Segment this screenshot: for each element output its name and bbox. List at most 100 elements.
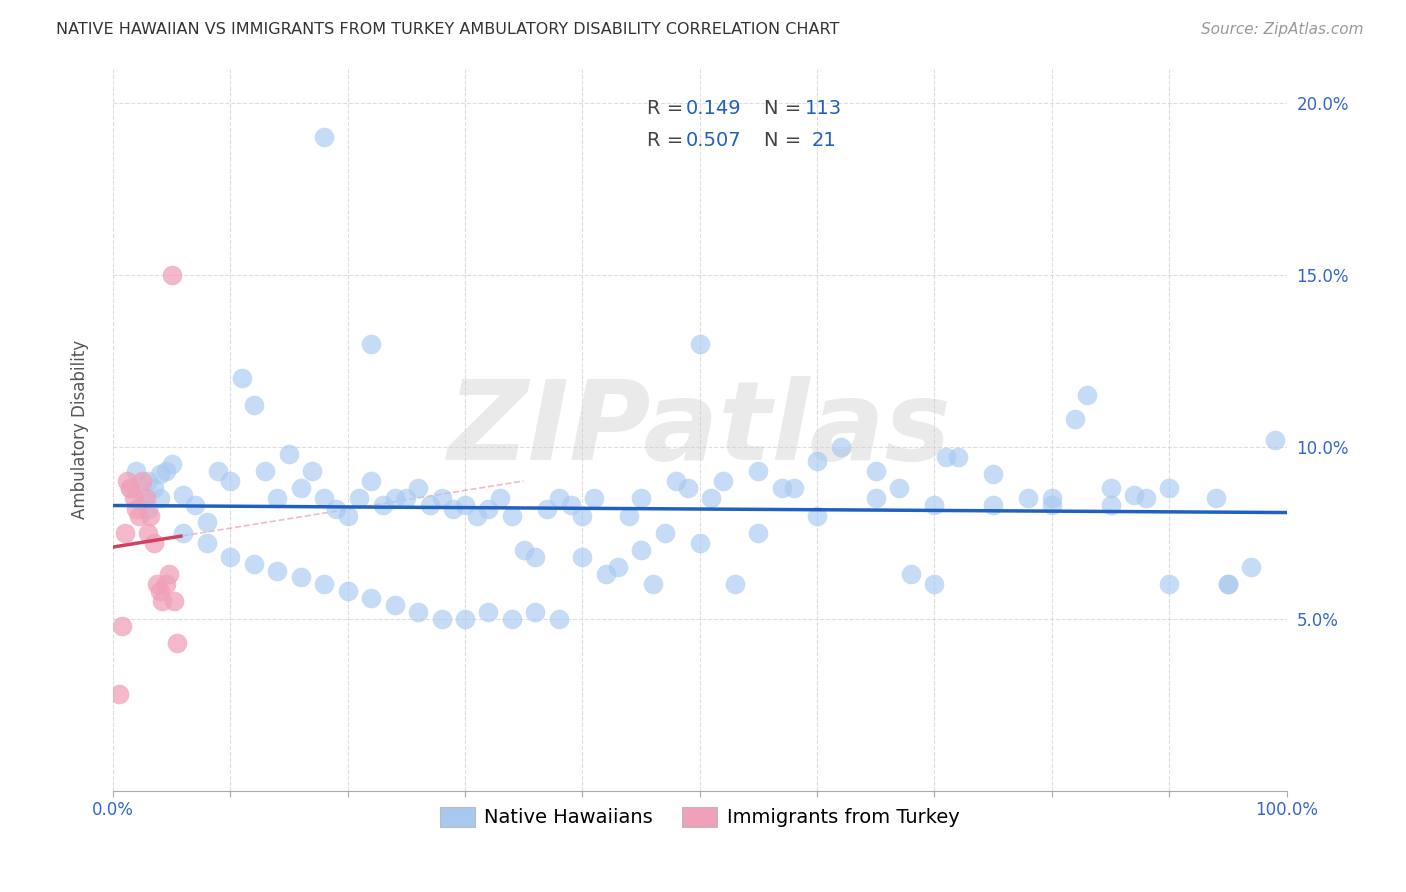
- Point: [1216, 577, 1239, 591]
- Point: [641, 577, 664, 591]
- Point: [242, 557, 264, 571]
- Point: [371, 498, 394, 512]
- Point: [142, 536, 165, 550]
- Point: [489, 491, 512, 506]
- Point: [747, 525, 769, 540]
- Point: [1064, 412, 1087, 426]
- Point: [501, 612, 523, 626]
- Point: [700, 491, 723, 506]
- Point: [524, 605, 547, 619]
- Text: 0.507: 0.507: [686, 131, 741, 150]
- Point: [136, 525, 159, 540]
- Point: [149, 584, 172, 599]
- Text: ZIPatlas: ZIPatlas: [449, 376, 952, 483]
- Point: [747, 464, 769, 478]
- Point: [865, 464, 887, 478]
- Point: [1240, 560, 1263, 574]
- Text: NATIVE HAWAIIAN VS IMMIGRANTS FROM TURKEY AMBULATORY DISABILITY CORRELATION CHAR: NATIVE HAWAIIAN VS IMMIGRANTS FROM TURKE…: [56, 22, 839, 37]
- Point: [336, 584, 359, 599]
- Point: [560, 498, 582, 512]
- Y-axis label: Ambulatory Disability: Ambulatory Disability: [72, 340, 89, 519]
- Point: [155, 577, 177, 591]
- Point: [806, 453, 828, 467]
- Point: [157, 566, 180, 581]
- Point: [290, 481, 312, 495]
- Point: [254, 464, 277, 478]
- Point: [1040, 491, 1063, 506]
- Point: [360, 591, 382, 605]
- Point: [406, 481, 429, 495]
- Point: [142, 481, 165, 495]
- Point: [865, 491, 887, 506]
- Point: [114, 525, 136, 540]
- Point: [207, 464, 229, 478]
- Point: [630, 491, 652, 506]
- Point: [125, 501, 148, 516]
- Point: [219, 474, 242, 488]
- Point: [160, 268, 183, 282]
- Point: [172, 488, 194, 502]
- Point: [266, 491, 288, 506]
- Point: [266, 564, 288, 578]
- Point: [115, 474, 138, 488]
- Point: [924, 577, 946, 591]
- Point: [122, 491, 145, 506]
- Point: [665, 474, 688, 488]
- Text: R =: R =: [647, 99, 689, 118]
- Point: [219, 549, 242, 564]
- Text: 21: 21: [811, 131, 837, 150]
- Point: [595, 566, 617, 581]
- Point: [1123, 488, 1146, 502]
- Text: 0.149: 0.149: [686, 99, 741, 118]
- Text: N =: N =: [765, 99, 808, 118]
- Point: [1159, 481, 1181, 495]
- Point: [889, 481, 911, 495]
- Point: [619, 508, 641, 523]
- Point: [1099, 481, 1122, 495]
- Point: [107, 687, 129, 701]
- Point: [195, 516, 218, 530]
- Point: [135, 491, 157, 506]
- Point: [583, 491, 606, 506]
- Point: [981, 467, 1004, 482]
- Point: [946, 450, 969, 464]
- Point: [160, 457, 183, 471]
- Text: N =: N =: [765, 131, 808, 150]
- Text: 113: 113: [806, 99, 842, 118]
- Point: [465, 508, 488, 523]
- Point: [136, 501, 159, 516]
- Point: [1017, 491, 1039, 506]
- Point: [524, 549, 547, 564]
- Point: [571, 508, 593, 523]
- Point: [149, 467, 172, 482]
- Legend: Native Hawaiians, Immigrants from Turkey: Native Hawaiians, Immigrants from Turkey: [432, 799, 967, 835]
- Point: [150, 594, 173, 608]
- Point: [336, 508, 359, 523]
- Point: [125, 464, 148, 478]
- Point: [711, 474, 734, 488]
- Point: [242, 399, 264, 413]
- Point: [501, 508, 523, 523]
- Point: [184, 498, 207, 512]
- Point: [830, 440, 852, 454]
- Point: [136, 474, 159, 488]
- Point: [111, 618, 134, 632]
- Text: R =: R =: [647, 131, 689, 150]
- Point: [1205, 491, 1227, 506]
- Point: [571, 549, 593, 564]
- Point: [1216, 577, 1239, 591]
- Point: [149, 491, 172, 506]
- Point: [395, 491, 418, 506]
- Point: [547, 612, 569, 626]
- Point: [131, 491, 153, 506]
- Point: [1099, 498, 1122, 512]
- Point: [301, 464, 323, 478]
- Point: [1135, 491, 1157, 506]
- Point: [139, 508, 162, 523]
- Point: [120, 481, 142, 495]
- Point: [935, 450, 957, 464]
- Point: [314, 130, 336, 145]
- Point: [1076, 388, 1098, 402]
- Point: [654, 525, 676, 540]
- Point: [146, 577, 169, 591]
